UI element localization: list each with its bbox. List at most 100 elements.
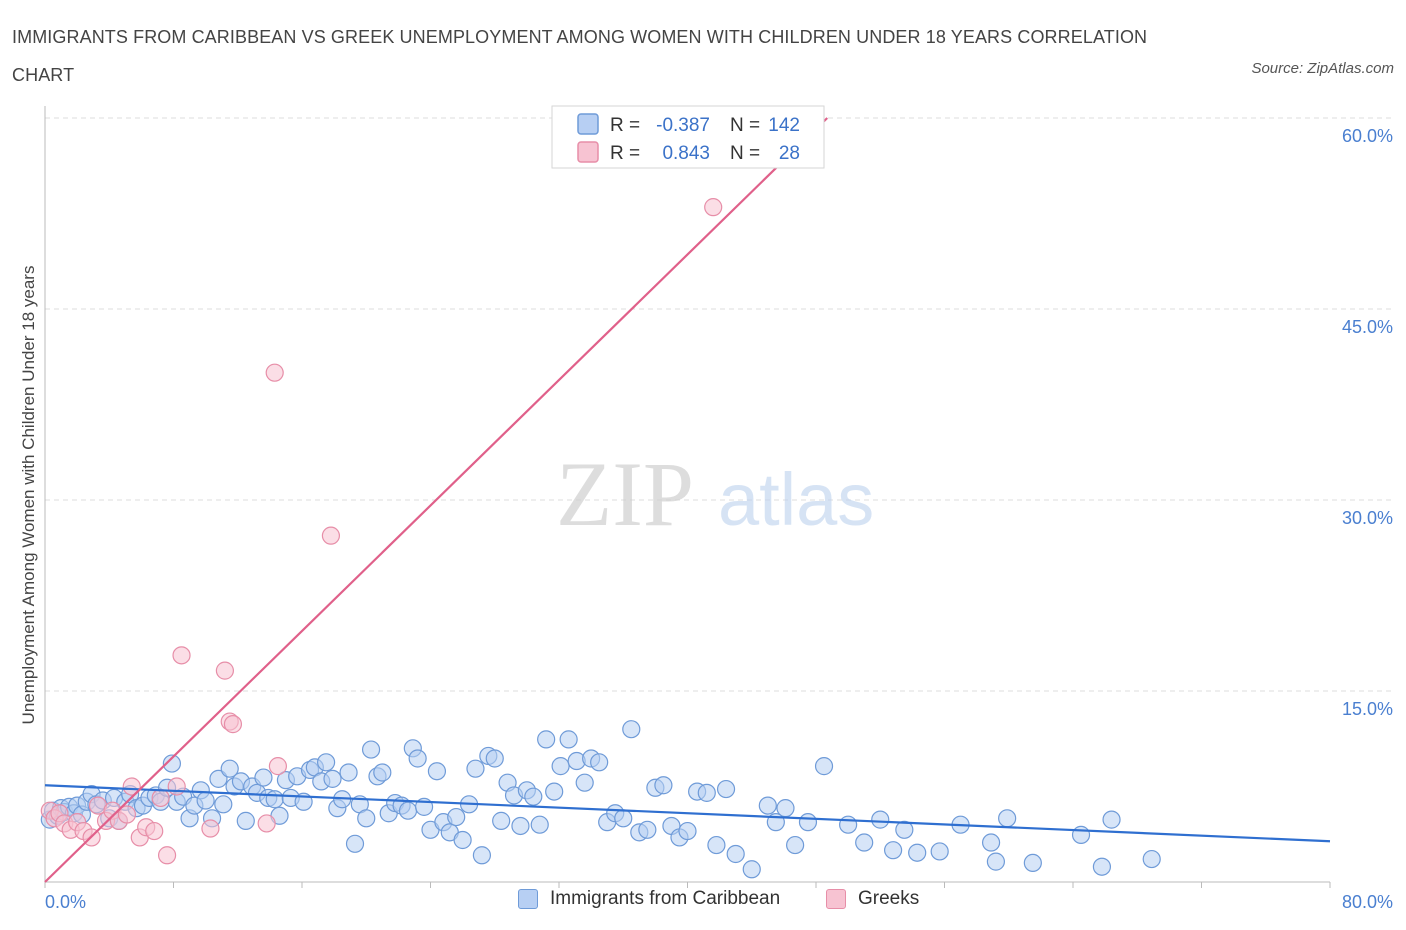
legend-n-value-caribbean: 142 xyxy=(768,115,800,136)
point-caribbean-127 xyxy=(986,852,1006,871)
legend-n-value-greeks: 28 xyxy=(779,143,800,164)
chart-source: Source: ZipAtlas.com xyxy=(1251,60,1394,77)
point-caribbean-59 xyxy=(361,740,381,759)
chart-title: IMMIGRANTS FROM CARIBBEAN VS GREEK UNEMP… xyxy=(12,27,1148,85)
point-caribbean-55 xyxy=(339,763,358,782)
point-caribbean-131 xyxy=(1092,857,1112,876)
point-caribbean-80 xyxy=(492,811,511,830)
axes xyxy=(44,106,1331,888)
point-caribbean-114 xyxy=(776,799,795,818)
point-greeks-19 xyxy=(167,777,186,796)
legend-r-value-greeks: 0.843 xyxy=(662,143,710,164)
point-caribbean-121 xyxy=(883,841,903,860)
point-caribbean-40 xyxy=(254,768,273,787)
point-caribbean-90 xyxy=(559,730,578,749)
point-caribbean-105 xyxy=(678,821,697,841)
point-caribbean-130 xyxy=(1071,825,1091,844)
point-greeks-29 xyxy=(223,715,243,734)
point-greeks-18 xyxy=(157,846,177,865)
y-tick-label-0: 15.0% xyxy=(1342,699,1393,719)
point-greeks-22 xyxy=(215,661,234,680)
bottom-legend-swatch-greeks xyxy=(826,889,846,909)
point-caribbean-87 xyxy=(537,730,556,749)
point-caribbean-118 xyxy=(839,815,858,834)
watermark-zip: ZIP xyxy=(556,443,694,545)
point-greeks-20 xyxy=(172,646,191,665)
point-caribbean-51 xyxy=(316,753,336,772)
legend-n-label-greeks: N = xyxy=(730,143,760,164)
point-caribbean-70 xyxy=(427,762,447,781)
series-caribbean-points xyxy=(40,720,1161,879)
trend-line-caribbean xyxy=(44,784,1331,843)
legend-top: R = -0.387 N = 142 R = 0.843 N = 28 xyxy=(551,105,825,169)
point-caribbean-109 xyxy=(716,779,736,799)
point-caribbean-115 xyxy=(786,835,805,855)
point-caribbean-52 xyxy=(323,769,342,788)
point-caribbean-56 xyxy=(345,834,365,853)
legend-n-label-caribbean: N = xyxy=(730,115,760,136)
point-caribbean-32 xyxy=(209,769,228,788)
point-caribbean-132 xyxy=(1102,810,1121,829)
series-greeks-points xyxy=(40,198,723,865)
point-caribbean-100 xyxy=(638,820,657,839)
legend-swatch-greeks xyxy=(577,141,599,163)
point-caribbean-74 xyxy=(453,830,472,850)
bottom-legend-item-caribbean: Immigrants from Caribbean xyxy=(518,888,780,910)
point-caribbean-58 xyxy=(357,809,376,828)
point-greeks-25 xyxy=(268,757,288,776)
point-caribbean-122 xyxy=(895,820,914,839)
point-caribbean-94 xyxy=(590,753,609,772)
point-caribbean-76 xyxy=(466,759,485,778)
point-caribbean-107 xyxy=(697,783,716,802)
point-caribbean-24 xyxy=(162,754,181,773)
point-caribbean-61 xyxy=(373,763,392,782)
point-caribbean-119 xyxy=(855,833,874,852)
point-greeks-24 xyxy=(257,814,276,833)
point-caribbean-129 xyxy=(1023,853,1042,873)
point-caribbean-88 xyxy=(545,782,564,801)
point-greeks-28 xyxy=(704,198,723,217)
point-caribbean-37 xyxy=(236,811,255,830)
bottom-legend: Immigrants from Caribbean Greeks xyxy=(0,888,1406,918)
point-caribbean-86 xyxy=(530,815,549,834)
point-greeks-21 xyxy=(201,819,220,838)
point-caribbean-77 xyxy=(472,846,491,865)
watermark: ZIP atlas xyxy=(556,443,874,545)
x-tick-label-1: 80.0% xyxy=(1342,892,1393,912)
legend-swatch-caribbean xyxy=(577,113,599,135)
point-caribbean-116 xyxy=(798,813,818,832)
point-caribbean-110 xyxy=(726,844,745,864)
point-caribbean-112 xyxy=(758,796,777,815)
y-tick-label-2: 45.0% xyxy=(1342,317,1393,337)
bottom-legend-item-greeks: Greeks xyxy=(826,888,919,910)
point-caribbean-30 xyxy=(196,791,215,810)
point-caribbean-73 xyxy=(447,807,466,827)
tick-labels: 15.0% 30.0% 45.0% 60.0% 0.0% 80.0% xyxy=(45,126,1393,912)
point-caribbean-85 xyxy=(524,787,543,806)
point-caribbean-79 xyxy=(485,749,504,768)
legend-r-label-caribbean: R = xyxy=(610,115,640,136)
point-caribbean-92 xyxy=(575,773,594,792)
trend-lines xyxy=(44,117,1331,883)
legend-r-value-caribbean: -0.387 xyxy=(656,115,710,136)
point-caribbean-128 xyxy=(998,809,1017,828)
point-greeks-26 xyxy=(265,363,284,382)
point-caribbean-117 xyxy=(814,757,834,776)
legend-r-label-greeks: R = xyxy=(610,143,640,164)
y-tick-label-1: 30.0% xyxy=(1342,508,1393,528)
point-caribbean-67 xyxy=(408,749,427,768)
point-caribbean-83 xyxy=(511,816,530,836)
point-caribbean-33 xyxy=(214,795,233,814)
bottom-legend-label-greeks: Greeks xyxy=(858,888,920,909)
point-greeks-16 xyxy=(145,821,164,841)
point-caribbean-108 xyxy=(707,835,726,855)
y-axis-label: Unemployment Among Women with Children U… xyxy=(19,266,38,725)
point-caribbean-65 xyxy=(398,801,418,820)
point-caribbean-89 xyxy=(551,757,570,776)
point-caribbean-102 xyxy=(654,776,673,795)
watermark-atlas: atlas xyxy=(718,458,874,541)
point-caribbean-126 xyxy=(981,833,1001,852)
point-caribbean-42 xyxy=(265,790,284,809)
point-greeks-12 xyxy=(117,805,137,824)
